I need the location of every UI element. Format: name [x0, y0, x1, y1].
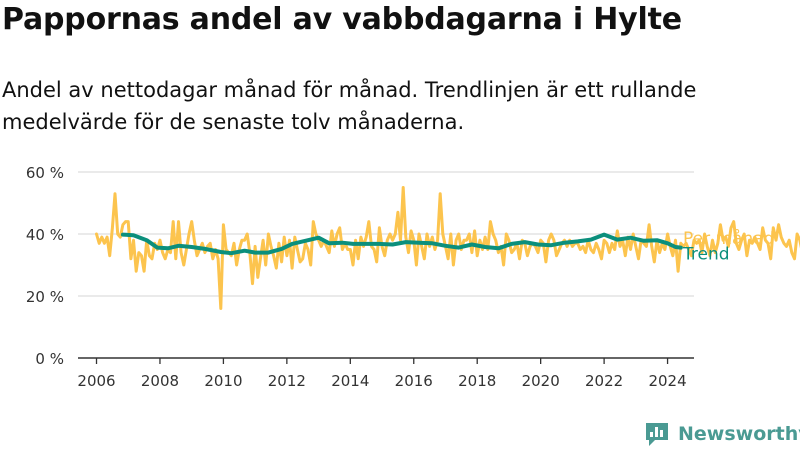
- x-tick-label: 2016: [395, 372, 433, 390]
- x-tick-label: 2006: [77, 372, 115, 390]
- bar-chart-logo-icon: [646, 423, 668, 446]
- x-tick-label: 2012: [268, 372, 306, 390]
- x-tick-label: 2014: [331, 372, 369, 390]
- series-lines: [95, 186, 800, 310]
- x-tick-label: 2022: [585, 372, 623, 390]
- x-tick-label: 2008: [141, 372, 179, 390]
- y-axis-tick-labels: 0 % 20 % 40 % 60 %: [26, 164, 64, 368]
- y-tick-label: 60 %: [26, 164, 64, 182]
- y-tick-label: 40 %: [26, 226, 64, 244]
- y-tick-label: 0 %: [35, 350, 64, 368]
- chart-title: Pappornas andel av vabbdagarna i Hylte: [2, 2, 682, 37]
- x-tick-label: 2024: [648, 372, 686, 390]
- brand-name: Newsworthy: [678, 423, 800, 445]
- x-tick-label: 2018: [458, 372, 496, 390]
- series-label-per-manad: Per månad: [683, 228, 774, 249]
- series-label-trend: Trend: [682, 245, 730, 265]
- x-tick-label: 2020: [522, 372, 560, 390]
- x-axis-ticks: 2006 2008 2010 2012 2014 2016 2018 2020 2022 2024: [77, 358, 687, 390]
- chart-subtitle: Andel av nettodagar månad för månad. Tre…: [2, 78, 697, 134]
- y-tick-label: 20 %: [26, 288, 64, 306]
- newsworthy-logo: Newsworthy: [644, 420, 800, 448]
- x-tick-label: 2010: [204, 372, 242, 390]
- series-line-trend: [120, 232, 683, 256]
